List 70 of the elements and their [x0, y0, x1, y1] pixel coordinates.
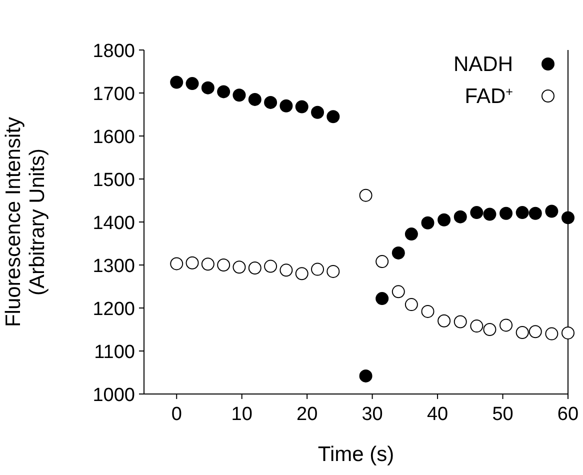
y-tick-label: 1800 — [92, 41, 135, 62]
point — [438, 314, 451, 328]
point — [483, 323, 496, 336]
point — [248, 262, 262, 275]
x-axis-title: Time (s) — [318, 443, 394, 466]
point — [454, 210, 467, 224]
y-tick-label: 1400 — [92, 213, 135, 234]
x-tick-label: 30 — [362, 404, 383, 425]
point — [562, 326, 574, 340]
point — [326, 110, 340, 124]
point — [359, 369, 372, 382]
point — [248, 92, 262, 106]
point — [264, 260, 278, 273]
point — [201, 81, 214, 94]
point — [392, 285, 405, 298]
y-axis-title: Fluorescence Intensity (Arbitrary Units) — [2, 116, 49, 328]
point — [483, 208, 496, 221]
point — [470, 320, 484, 333]
point — [516, 206, 529, 220]
point — [454, 315, 467, 328]
y-tick-label: 1700 — [92, 84, 135, 105]
point — [562, 211, 574, 224]
legend-label: FAD$^{+}$ — [464, 85, 513, 108]
point — [232, 260, 246, 274]
point — [217, 85, 230, 98]
y-tick-label: 1000 — [92, 385, 135, 406]
point — [376, 255, 389, 268]
point — [186, 256, 199, 270]
point — [280, 99, 293, 112]
point — [545, 204, 558, 218]
point — [186, 77, 199, 90]
point — [545, 327, 558, 340]
y-tick-label: 1200 — [92, 299, 135, 320]
y-tick-label: 1300 — [92, 256, 135, 277]
x-tick-label: 40 — [426, 404, 448, 425]
legend-label: NADH — [453, 53, 513, 76]
point — [404, 298, 418, 312]
x-tick-label: 0 — [171, 404, 182, 425]
point — [170, 76, 184, 89]
point — [311, 262, 324, 276]
point — [170, 257, 184, 270]
point — [500, 206, 513, 220]
point — [528, 206, 542, 220]
point — [280, 264, 293, 277]
x-tick-label: 20 — [296, 404, 318, 425]
point — [201, 258, 214, 271]
point — [528, 325, 542, 338]
point — [264, 96, 278, 109]
point — [311, 106, 324, 119]
point — [421, 304, 434, 318]
point — [421, 216, 434, 230]
point — [217, 258, 230, 272]
point — [438, 213, 451, 226]
y-tick-label: 1100 — [94, 342, 135, 363]
y-tick-label: 1500 — [92, 170, 135, 191]
point — [295, 100, 308, 114]
point — [404, 228, 418, 241]
x-tick-label: 60 — [557, 404, 579, 425]
x-tick-label: 50 — [492, 404, 514, 425]
point — [376, 292, 389, 306]
point — [359, 188, 372, 202]
point — [295, 267, 308, 280]
point — [470, 206, 484, 220]
y-tick-label: 1600 — [92, 127, 135, 148]
point — [516, 326, 529, 340]
point — [392, 246, 405, 260]
x-tick-label: 10 — [231, 404, 252, 425]
point — [500, 318, 513, 332]
point — [232, 88, 246, 102]
point — [326, 264, 340, 278]
